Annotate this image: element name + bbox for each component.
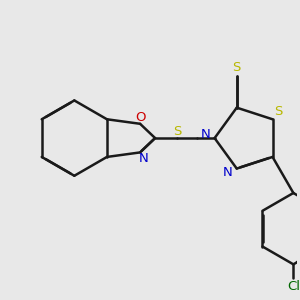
- Text: N: N: [223, 166, 233, 179]
- Text: S: S: [232, 61, 241, 74]
- Text: Cl: Cl: [287, 280, 300, 292]
- Text: O: O: [135, 111, 145, 124]
- Text: S: S: [274, 105, 283, 118]
- Text: S: S: [173, 125, 181, 138]
- Text: N: N: [139, 152, 149, 165]
- Text: N: N: [201, 128, 211, 141]
